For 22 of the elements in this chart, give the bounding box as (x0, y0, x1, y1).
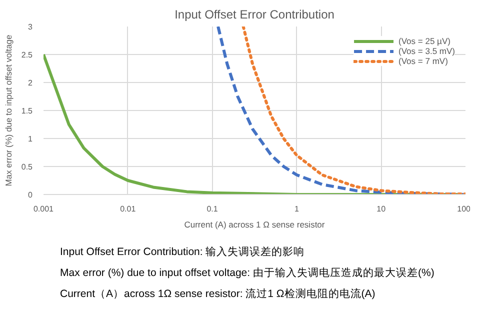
x-tick-label: 10 (376, 204, 386, 214)
y-tick-label: 2 (28, 78, 34, 88)
y-axis-title: Max error (%) due to input offset voltage (3, 34, 14, 186)
y-tick-label: 1 (28, 134, 34, 144)
text: Max error (%) due to input offset voltage: 由于输入失调电压造成的最大误差(%) (60, 266, 434, 281)
y-tick-label: 1.5 (21, 106, 34, 116)
x-tick-label: 100 (457, 204, 472, 214)
text: Current（A）across 1Ω sense resistor: 流过1 Ω检测电阻的电流(A) (60, 287, 376, 302)
legend-label: (Vos = 3.5 mV) (398, 46, 455, 56)
chart-title: Input Offset Error Contribution (174, 8, 334, 22)
x-tick-label: 0.01 (120, 204, 136, 214)
legend-label: (Vos = 7 mV) (398, 56, 448, 66)
y-tick-label: 3 (28, 22, 34, 32)
text: Input Offset Error Contribution: 输入失调误差的影响 (60, 245, 306, 260)
y-tick-label: 0.5 (21, 162, 34, 172)
legend-label: (Vos = 25 µV) (398, 36, 450, 46)
x-axis-title: Current (A) across 1 Ω sense resistor (184, 220, 325, 230)
y-tick-label: 2.5 (21, 50, 34, 60)
y-tick-label: 0 (28, 190, 34, 200)
x-tick-label: 0.001 (33, 204, 54, 214)
x-tick-label: 1 (294, 204, 300, 214)
x-tick-label: 0.1 (206, 204, 218, 214)
